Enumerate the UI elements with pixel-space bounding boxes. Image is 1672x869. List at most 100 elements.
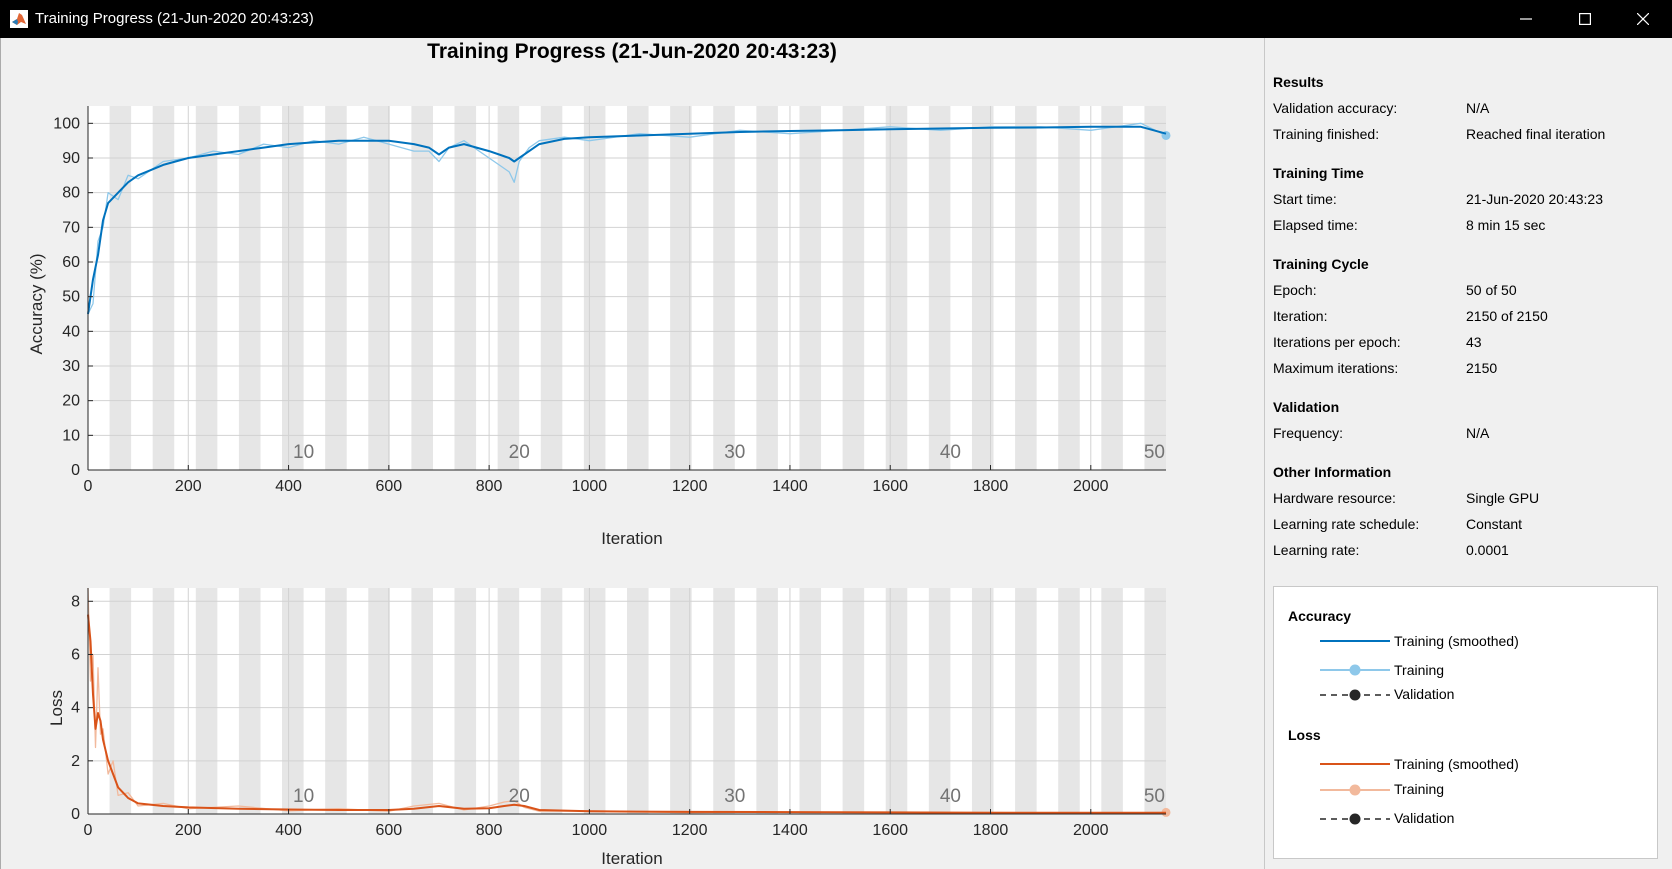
y-tick-label: 0 <box>71 462 80 479</box>
training-cycle-heading: Training Cycle <box>1273 256 1369 272</box>
x-tick-label: 0 <box>84 822 93 839</box>
epoch-band <box>1015 106 1037 470</box>
x-tick-label: 0 <box>84 478 93 495</box>
x-tick-label: 1600 <box>872 478 908 495</box>
legend-loss-smoothed-label: Training (smoothed) <box>1394 756 1519 772</box>
epoch-label: 30 <box>724 786 745 807</box>
epoch-band <box>756 106 778 470</box>
x-tick-label: 1400 <box>772 822 808 839</box>
epoch-band <box>670 106 692 470</box>
frequency-label: Frequency: <box>1273 425 1344 441</box>
minimize-icon <box>1520 18 1532 20</box>
epoch-band <box>928 106 951 470</box>
epoch-band <box>713 106 735 470</box>
epoch-band <box>411 106 433 470</box>
frequency-value: N/A <box>1466 425 1490 441</box>
x-tick-label: 1800 <box>973 822 1009 839</box>
y-tick-label: 8 <box>71 593 80 610</box>
close-button[interactable] <box>1614 0 1672 38</box>
epoch-band <box>885 588 908 814</box>
epoch-band <box>497 588 520 814</box>
plot-main-title: Training Progress (21-Jun-2020 20:43:23) <box>427 40 837 63</box>
title-bar: Training Progress (21-Jun-2020 20:43:23) <box>0 0 1672 38</box>
epoch-band <box>627 106 649 470</box>
epoch-label: Epoch: <box>1273 282 1317 298</box>
training-finished-label: Training finished: <box>1273 126 1380 142</box>
x-tick-label: 400 <box>275 478 302 495</box>
y-tick-label: 70 <box>62 219 80 236</box>
elapsed-time-label: Elapsed time: <box>1273 217 1358 233</box>
legend-loss-validation-marker <box>1320 813 1390 825</box>
legend-loss-validation-label: Validation <box>1394 810 1455 826</box>
maximum-iterations-label: Maximum iterations: <box>1273 360 1399 376</box>
validation-heading: Validation <box>1273 399 1340 415</box>
y-axis-label: Accuracy (%) <box>27 253 46 354</box>
loss-chart: 0 200 400 600 800 1000 1200 1400 1600 1800 2000 0 2 4… <box>47 587 1171 868</box>
epoch-band <box>1058 106 1080 470</box>
epoch-label: 40 <box>940 442 961 463</box>
window-title: Training Progress (21-Jun-2020 20:43:23) <box>35 10 314 27</box>
smoothed-series-line <box>87 125 1167 315</box>
epoch-band <box>885 106 908 470</box>
epoch-bands <box>88 588 1166 814</box>
legend-loss-training-marker <box>1320 784 1390 796</box>
epoch-band <box>411 588 433 814</box>
matlab-app-icon <box>10 10 28 28</box>
x-tick-label: 2000 <box>1073 822 1109 839</box>
panel-divider <box>1264 38 1265 869</box>
epoch-band <box>583 106 606 470</box>
legend-accuracy-smoothed-line <box>1320 640 1390 642</box>
legend-loss-smoothed-line <box>1320 763 1390 765</box>
legend-accuracy-training-marker <box>1320 664 1390 676</box>
y-tick-label: 4 <box>71 700 80 717</box>
epoch-band <box>454 588 477 814</box>
epoch-band <box>928 588 951 814</box>
iterations-per-epoch-value: 43 <box>1466 334 1482 350</box>
epoch-band <box>842 106 865 470</box>
series-group <box>87 122 1171 315</box>
maximize-button[interactable] <box>1556 0 1614 38</box>
epoch-band <box>497 106 520 470</box>
learning-rate-schedule-label: Learning rate schedule: <box>1273 516 1420 532</box>
epoch-label: 30 <box>724 442 745 463</box>
results-heading: Results <box>1273 74 1324 90</box>
learning-rate-value: 0.0001 <box>1466 542 1509 558</box>
x-tick-label: 200 <box>175 822 202 839</box>
epoch-band <box>670 588 692 814</box>
axes-group: 0 200 400 600 800 1000 1200 1400 1600 1800 2000 0 2 4… <box>71 588 1166 839</box>
epoch-band <box>238 588 261 814</box>
legend-loss-heading: Loss <box>1288 727 1321 743</box>
epoch-band <box>368 588 390 814</box>
start-time-label: Start time: <box>1273 191 1337 207</box>
epoch-band <box>627 588 649 814</box>
epoch-band <box>540 106 563 470</box>
epoch-label: 10 <box>293 786 314 807</box>
x-axis-label: Iteration <box>601 529 662 548</box>
x-tick-label: 600 <box>375 478 402 495</box>
accuracy-chart: 0 200 400 600 800 1000 1200 1400 1600 1800 2000 0 10… <box>27 106 1171 548</box>
learning-rate-label: Learning rate: <box>1273 542 1360 558</box>
y-tick-label: 10 <box>62 427 80 444</box>
epoch-label: 40 <box>940 786 961 807</box>
maximum-iterations-value: 2150 <box>1466 360 1498 376</box>
epoch-band <box>152 588 175 814</box>
epoch-label: 20 <box>509 786 530 807</box>
epoch-label: 20 <box>509 442 530 463</box>
minimize-button[interactable] <box>1497 0 1555 38</box>
y-tick-label: 20 <box>62 393 80 410</box>
epoch-band <box>842 588 865 814</box>
close-icon <box>1637 13 1649 25</box>
epoch-band <box>799 106 822 470</box>
y-tick-label: 50 <box>62 289 80 306</box>
y-axis-label: Loss <box>47 690 66 726</box>
y-tick-label: 90 <box>62 150 80 167</box>
x-tick-label: 600 <box>375 822 402 839</box>
x-tick-label: 1600 <box>872 822 908 839</box>
iteration-value: 2150 of 2150 <box>1466 308 1548 324</box>
validation-accuracy-label: Validation accuracy: <box>1273 100 1398 116</box>
epoch-band <box>713 588 735 814</box>
training-time-heading: Training Time <box>1273 165 1364 181</box>
epoch-band <box>1144 588 1166 814</box>
smoothed-series-line <box>87 614 1166 814</box>
x-tick-label: 1800 <box>973 478 1009 495</box>
